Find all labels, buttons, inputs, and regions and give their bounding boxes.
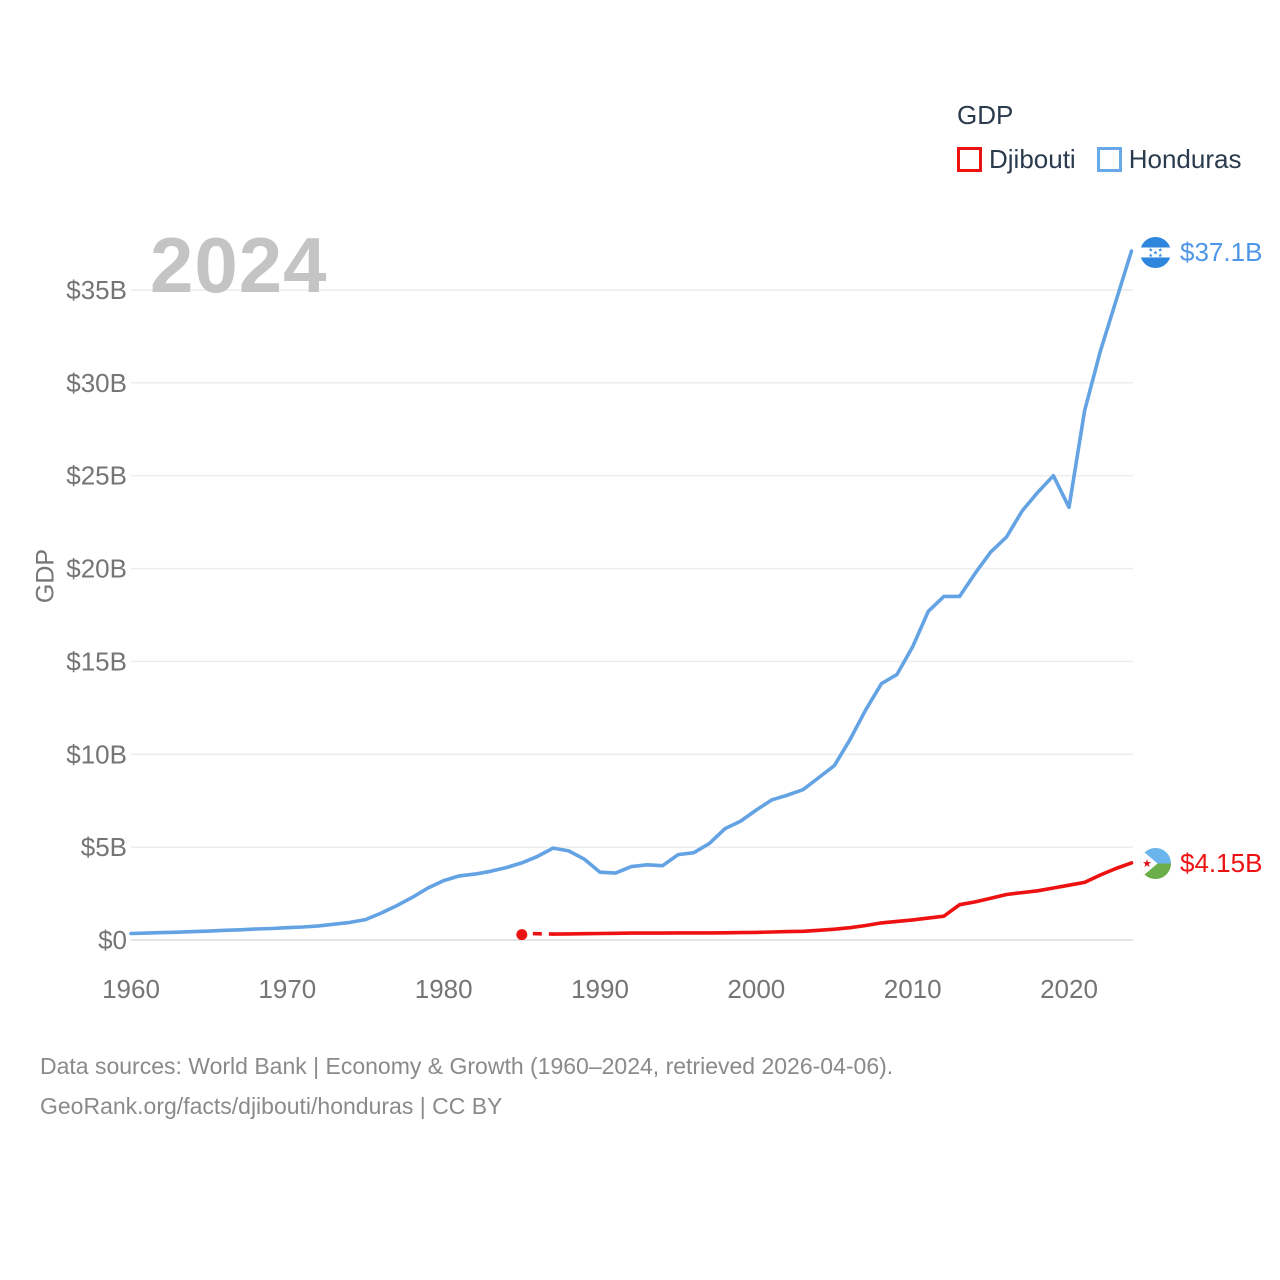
djibouti-1985-point bbox=[516, 929, 528, 941]
legend-title: GDP bbox=[957, 100, 1014, 130]
x-tick-label: 1960 bbox=[102, 974, 160, 1004]
honduras-line bbox=[129, 249, 1134, 936]
legend-row: Djibouti Honduras bbox=[957, 144, 1241, 175]
y-tick-label: $30B bbox=[66, 368, 127, 398]
legend-item-honduras[interactable]: Honduras bbox=[1096, 144, 1242, 175]
djibouti-flag-icon bbox=[1140, 848, 1171, 879]
x-tick-label: 1990 bbox=[571, 974, 629, 1004]
honduras-flag-icon bbox=[1140, 237, 1171, 268]
y-tick-label: $0 bbox=[98, 925, 127, 955]
y-axis-title: GDP bbox=[31, 548, 60, 604]
x-tick-label: 2010 bbox=[884, 974, 942, 1004]
y-tick-label: $5B bbox=[81, 832, 127, 862]
legend-item-djibouti[interactable]: Djibouti bbox=[957, 144, 1076, 175]
x-tick-label: 2020 bbox=[1040, 974, 1098, 1004]
djibouti-line bbox=[551, 861, 1134, 936]
footer-line2: GeoRank.org/facts/djibouti/honduras | CC… bbox=[40, 1093, 503, 1119]
x-tick-label: 1980 bbox=[415, 974, 473, 1004]
data-sources-footer: Data sources: World Bank | Economy & Gro… bbox=[40, 1046, 893, 1126]
legend-label-djibouti: Djibouti bbox=[989, 144, 1076, 174]
footer-line1: Data sources: World Bank | Economy & Gro… bbox=[40, 1053, 894, 1079]
djibouti-end-value: $4.15B bbox=[1180, 848, 1263, 878]
legend: GDP Djibouti Honduras bbox=[957, 100, 1241, 175]
honduras-series-swatch bbox=[1096, 147, 1122, 172]
y-tick-label: $35B bbox=[66, 275, 127, 305]
y-tick-label: $25B bbox=[66, 461, 127, 491]
djibouti-series-swatch bbox=[957, 147, 982, 172]
x-tick-label: 1970 bbox=[258, 974, 316, 1004]
legend-label-honduras: Honduras bbox=[1128, 144, 1242, 174]
y-tick-label: $15B bbox=[66, 646, 127, 676]
x-tick-label: 2000 bbox=[727, 974, 785, 1004]
y-tick-label: $20B bbox=[66, 554, 127, 584]
y-tick-label: $10B bbox=[66, 739, 127, 769]
djibouti-end-label: $4.15B bbox=[1140, 848, 1262, 879]
honduras-end-label: $37.1B bbox=[1140, 237, 1262, 268]
watermark-year: 2024 bbox=[150, 221, 328, 309]
honduras-end-value: $37.1B bbox=[1180, 237, 1263, 267]
